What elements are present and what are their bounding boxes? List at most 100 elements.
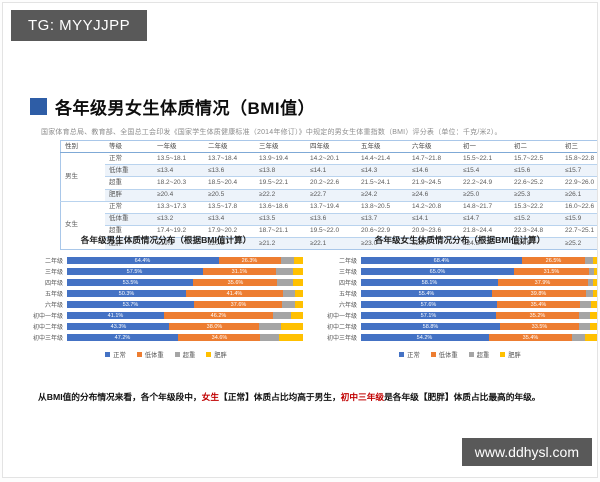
legend-label: 超重 <box>182 352 196 359</box>
value-cell: 13.9~19.4 <box>255 152 306 165</box>
bar-segment-正常: 57.5% <box>67 268 203 275</box>
legend-swatch-icon <box>105 352 111 357</box>
value-cell: 22.9~26.0 <box>561 176 597 189</box>
value-cell: 13.7~19.4 <box>306 200 357 214</box>
chart-bar-row: 六年级 57.6% 35.4% <box>323 299 597 310</box>
gender-cell: 女生 <box>60 200 105 250</box>
chart-bar-row: 初中一年级 41.1% 46.2% <box>29 310 303 321</box>
bar-segment-低体重: 31.5% <box>514 268 589 275</box>
value-cell: ≤13.7 <box>357 212 408 226</box>
bar-segment-肥胖 <box>294 290 303 297</box>
chart-bar-row: 初中一年级 57.1% 35.2% <box>323 310 597 321</box>
value-cell: 17.4~19.2 <box>153 224 204 238</box>
legend-swatch-icon <box>500 352 506 357</box>
summary-text: 从BMI值的分布情况来看，各个年级段中， <box>38 392 202 402</box>
category-label: 二年级 <box>338 259 357 265</box>
table-row: 肥胖 ≥20.4 ≥20.5 ≥22.2 ≥22.7 ≥24.2 ≥24.6 ≥25.0 ≥25… <box>61 188 597 202</box>
chart-legend: 正常 低体重 超重 肥胖 <box>323 350 597 359</box>
value-cell: ≥19.3 <box>153 236 204 250</box>
value-cell: ≤14.1 <box>306 164 357 177</box>
legend-item: 肥胖 <box>206 350 227 359</box>
bar-segment-正常: 58.1% <box>361 279 499 286</box>
bar-segment-肥胖 <box>584 334 597 341</box>
legend-swatch-icon <box>206 352 212 357</box>
category-label: 初中一年级 <box>32 314 63 320</box>
bar-segment-正常: 68.4% <box>361 257 523 264</box>
category-label: 二年级 <box>44 259 63 265</box>
value-cell: ≥25.2 <box>561 236 597 250</box>
bar-segment-低体重: 33.5% <box>499 323 579 330</box>
stacked-bar: 68.4% 26.5% <box>361 257 597 264</box>
bar-segment-超重 <box>580 301 592 308</box>
page-title-row: 各年级男女生体质情况（BMI值） <box>30 94 315 119</box>
chart-bar-row: 四年级 53.5% 35.6% <box>29 277 303 288</box>
table-row: 低体重 ≤13.4 ≤13.6 ≤13.8 ≤14.1 ≤14.3 ≤14.6 ≤15.4 ≤1… <box>61 164 597 177</box>
value-cell: 13.5~18.1 <box>153 152 204 165</box>
value-cell: ≥23.7 <box>408 236 459 250</box>
legend-label: 肥胖 <box>214 352 227 359</box>
highlighted-text: 初中三年级 <box>340 392 385 402</box>
value-cell: ≤14.6 <box>408 164 459 177</box>
value-cell: 18.7~21.1 <box>255 224 306 238</box>
highlighted-text: 女生 <box>201 392 219 402</box>
girls-bmi-distribution-chart: 各年级女生体质情况分布（根据BMI值计算） 二年级 68.4% 26.5% 三年级 65.… <box>323 234 597 359</box>
bar-segment-低体重: 35.4% <box>496 301 581 308</box>
level-cell: 正常 <box>105 152 153 165</box>
value-cell: ≤13.5 <box>255 212 306 226</box>
bar-segment-低体重: 31.1% <box>202 268 277 275</box>
bar-segment-value: 47.2% <box>114 334 131 341</box>
bar-segment-超重 <box>587 279 594 286</box>
level-cell: 肥胖 <box>105 188 153 202</box>
value-cell: 22.6~25.2 <box>510 176 561 189</box>
bar-segment-value: 50.3% <box>118 290 135 297</box>
page-title: 各年级男女生体质情况（BMI值） <box>55 99 316 118</box>
value-cell: 18.2~20.3 <box>153 176 204 189</box>
value-cell: 22.2~24.9 <box>459 176 510 189</box>
value-cell: 21.5~24.1 <box>357 176 408 189</box>
value-cell: 13.6~18.6 <box>255 200 306 214</box>
bar-segment-正常: 57.6% <box>361 301 497 308</box>
legend-label: 正常 <box>407 352 420 359</box>
category-label: 初中三年级 <box>326 336 357 342</box>
bar-segment-超重 <box>283 290 295 297</box>
value-cell: ≥20.5 <box>204 188 255 202</box>
bar-segment-正常: 41.1% <box>67 312 164 319</box>
bar-segment-肥胖 <box>590 323 597 330</box>
value-cell: ≥23.0 <box>357 236 408 250</box>
bar-segment-低体重: 37.6% <box>193 301 283 308</box>
value-cell: 16.0~22.6 <box>561 200 597 214</box>
chart-bar-row: 四年级 58.1% 37.9% <box>323 277 597 288</box>
legend-label: 低体重 <box>438 352 458 359</box>
bar-segment-肥胖 <box>294 257 303 264</box>
chart-title: 各年级女生体质情况分布（根据BMI值计算） <box>374 235 546 245</box>
table-header-cell: 一年级 <box>153 140 204 154</box>
chart-legend: 正常 低体重 超重 肥胖 <box>29 350 303 359</box>
value-cell: ≥20.4 <box>153 188 204 202</box>
bar-segment-正常: 58.8% <box>361 323 500 330</box>
bar-segment-value: 34.6% <box>211 334 228 341</box>
value-cell: 18.5~20.4 <box>204 176 255 189</box>
table-row: 男生 正常 13.5~18.1 13.7~18.4 13.9~19.4 14.2~20.1… <box>60 152 597 202</box>
bar-segment-超重 <box>578 323 591 330</box>
chart-bar-row: 初中二年级 43.3% 38.0% <box>29 321 303 332</box>
value-cell: 13.3~17.3 <box>153 200 204 214</box>
table-source-note: 国家体育总局、教育部、全国总工会印发《国家学生体质健康标准（2014年修订）》中… <box>41 129 502 136</box>
bmi-standard-table: 性别 等级 一年级 二年级 三年级 四年级 五年级 六年级 初一 初二 初三 男生 正常 13.5~18.… <box>60 140 597 251</box>
chart-rows: 二年级 64.4% 26.3% 三年级 57.5% 31.1% 四年级 53.5% 35.6% 五… <box>29 255 303 343</box>
bar-segment-value: 58.1% <box>421 279 438 286</box>
level-cell: 超重 <box>105 224 153 238</box>
table-header-cell: 性别 <box>60 140 105 154</box>
table-header-cell: 五年级 <box>357 140 408 154</box>
value-cell: ≥26.1 <box>561 188 597 202</box>
bar-segment-value: 53.5% <box>122 279 138 286</box>
table-head: 性别 等级 一年级 二年级 三年级 四年级 五年级 六年级 初一 初二 初三 <box>60 140 597 154</box>
stacked-bar: 53.7% 37.6% <box>67 301 303 308</box>
legend-item: 超重 <box>468 350 489 359</box>
value-cell: ≥22.7 <box>306 188 357 202</box>
value-cell: 13.8~20.5 <box>357 200 408 214</box>
value-cell: ≥24.6 <box>408 188 459 202</box>
chart-bar-row: 初中三年级 54.2% 35.4% <box>323 332 597 343</box>
value-cell: 14.2~20.8 <box>408 200 459 214</box>
bar-segment-正常: 50.3% <box>67 290 186 297</box>
